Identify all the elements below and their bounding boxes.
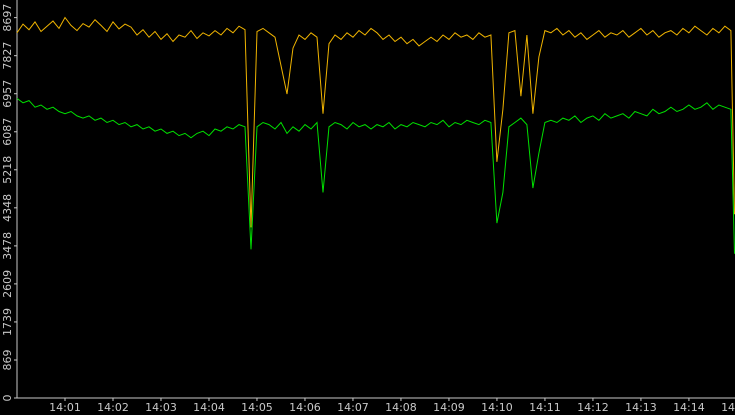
y-tick-label: 0 (1, 395, 14, 402)
x-tick-label: 14:04 (193, 401, 225, 414)
y-tick-label: 6087 (1, 118, 14, 146)
y-tick-label: 7827 (1, 42, 14, 70)
y-tick-label: 869 (1, 349, 14, 370)
x-tick-label: 14:15 (721, 401, 735, 414)
x-tick-label: 14:03 (145, 401, 177, 414)
x-tick-label: 14:06 (289, 401, 321, 414)
x-tick-label: 14:02 (97, 401, 129, 414)
y-tick-label: 6957 (1, 80, 14, 108)
x-tick-label: 14:10 (481, 401, 513, 414)
x-tick-label: 14:01 (49, 401, 81, 414)
x-tick-label: 14:09 (433, 401, 465, 414)
x-tick-label: 14:08 (385, 401, 417, 414)
y-tick-label: 2609 (1, 270, 14, 298)
series-line (16, 97, 735, 254)
y-tick-label: 5218 (1, 156, 14, 184)
y-tick-label: 3478 (1, 232, 14, 260)
x-tick-label: 14:12 (577, 401, 609, 414)
x-tick-label: 14:14 (673, 401, 705, 414)
x-tick-label: 14:05 (241, 401, 273, 414)
x-tick-label: 14:07 (337, 401, 369, 414)
y-tick-label: 4348 (1, 194, 14, 222)
x-tick-label: 14:13 (625, 401, 657, 414)
series-line (16, 16, 735, 228)
x-tick-label: 14:11 (529, 401, 561, 414)
y-tick-label: 1739 (1, 308, 14, 336)
y-tick-label: 8697 (1, 4, 14, 32)
